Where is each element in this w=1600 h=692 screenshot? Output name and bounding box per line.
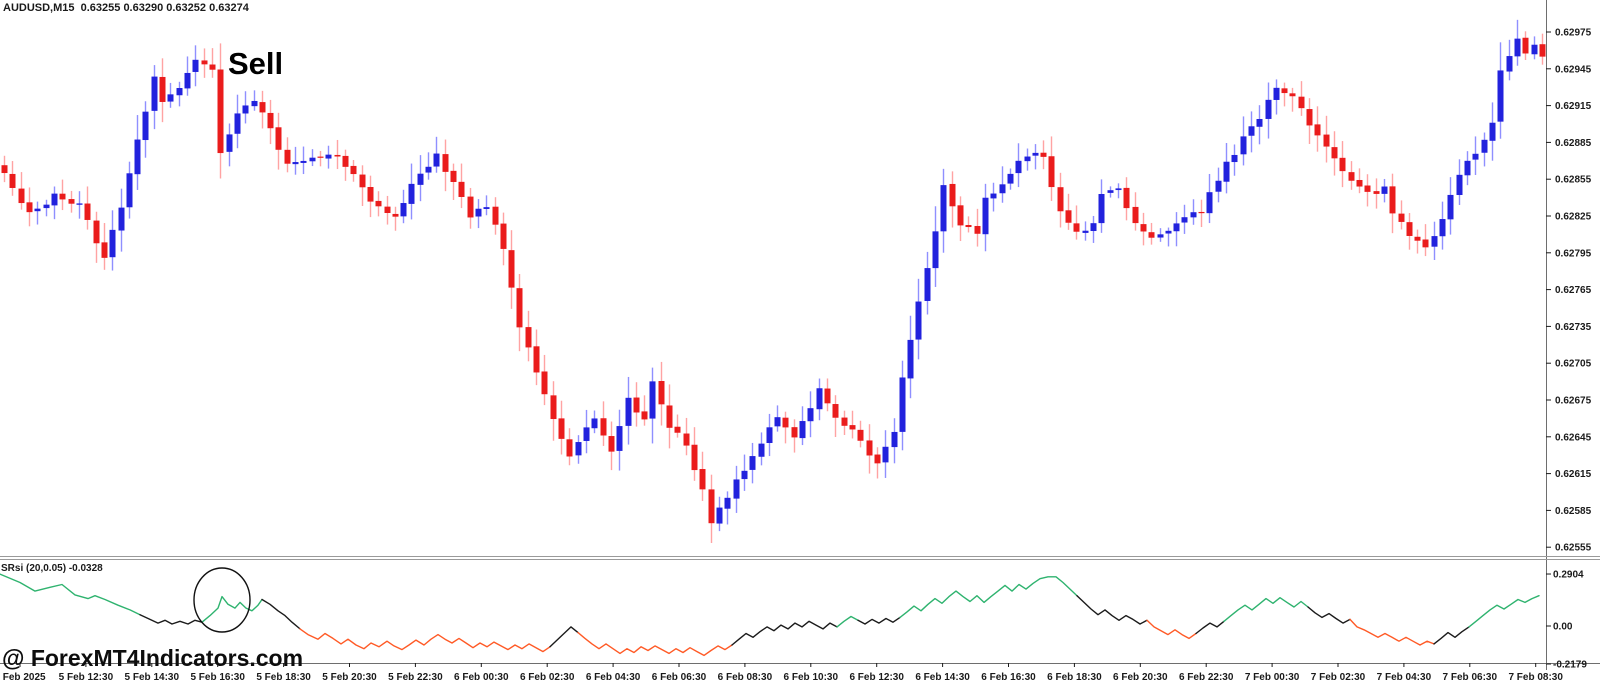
svg-text:6 Feb 00:30: 6 Feb 00:30 xyxy=(454,672,509,683)
svg-text:0.62915: 0.62915 xyxy=(1555,101,1592,112)
svg-text:7 Feb 00:30: 7 Feb 00:30 xyxy=(1245,672,1300,683)
svg-text:0.62675: 0.62675 xyxy=(1555,396,1592,407)
svg-text:0.62585: 0.62585 xyxy=(1555,506,1592,517)
svg-text:0.00: 0.00 xyxy=(1553,622,1573,633)
svg-text:5 Feb 2025: 5 Feb 2025 xyxy=(0,672,46,683)
svg-text:0.62855: 0.62855 xyxy=(1555,175,1592,186)
svg-text:0.62795: 0.62795 xyxy=(1555,248,1592,259)
svg-text:7 Feb 04:30: 7 Feb 04:30 xyxy=(1377,672,1432,683)
candlestick-series xyxy=(1,19,1546,543)
svg-text:0.62735: 0.62735 xyxy=(1555,322,1592,333)
svg-text:0.62555: 0.62555 xyxy=(1555,543,1592,554)
svg-text:6 Feb 18:30: 6 Feb 18:30 xyxy=(1047,672,1102,683)
svg-text:5 Feb 18:30: 5 Feb 18:30 xyxy=(256,672,311,683)
svg-text:0.62705: 0.62705 xyxy=(1555,359,1592,370)
svg-text:5 Feb 12:30: 5 Feb 12:30 xyxy=(59,672,114,683)
svg-text:6 Feb 16:30: 6 Feb 16:30 xyxy=(981,672,1036,683)
svg-text:7 Feb 06:30: 7 Feb 06:30 xyxy=(1443,672,1498,683)
indicator-line-series xyxy=(0,573,1540,657)
svg-text:0.62885: 0.62885 xyxy=(1555,138,1592,149)
svg-text:6 Feb 12:30: 6 Feb 12:30 xyxy=(849,672,904,683)
svg-text:0.62615: 0.62615 xyxy=(1555,469,1592,480)
svg-text:0.62765: 0.62765 xyxy=(1555,285,1592,296)
svg-text:0.62945: 0.62945 xyxy=(1555,64,1592,75)
svg-text:6 Feb 22:30: 6 Feb 22:30 xyxy=(1179,672,1234,683)
svg-text:6 Feb 14:30: 6 Feb 14:30 xyxy=(915,672,970,683)
svg-text:7 Feb 08:30: 7 Feb 08:30 xyxy=(1508,672,1563,683)
chart-title-ohlc: AUDUSD,M15 0.63255 0.63290 0.63252 0.632… xyxy=(3,2,249,14)
svg-text:7 Feb 02:30: 7 Feb 02:30 xyxy=(1311,672,1366,683)
svg-text:5 Feb 16:30: 5 Feb 16:30 xyxy=(190,672,245,683)
svg-text:-0.2179: -0.2179 xyxy=(1553,660,1587,671)
svg-text:6 Feb 20:30: 6 Feb 20:30 xyxy=(1113,672,1168,683)
indicator-label: SRsi (20,0.05) -0.0328 xyxy=(1,563,103,574)
svg-text:6 Feb 06:30: 6 Feb 06:30 xyxy=(652,672,707,683)
svg-text:0.62825: 0.62825 xyxy=(1555,212,1592,223)
svg-text:0.2904: 0.2904 xyxy=(1553,570,1584,581)
svg-text:6 Feb 02:30: 6 Feb 02:30 xyxy=(520,672,575,683)
svg-text:5 Feb 14:30: 5 Feb 14:30 xyxy=(125,672,180,683)
svg-text:0.62645: 0.62645 xyxy=(1555,432,1592,443)
svg-text:0.62975: 0.62975 xyxy=(1555,28,1592,39)
sell-annotation: Sell xyxy=(228,46,284,81)
svg-text:5 Feb 20:30: 5 Feb 20:30 xyxy=(322,672,377,683)
watermark-text: @ ForexMT4Indicators.com xyxy=(2,645,304,671)
svg-text:6 Feb 08:30: 6 Feb 08:30 xyxy=(718,672,773,683)
svg-text:6 Feb 04:30: 6 Feb 04:30 xyxy=(586,672,641,683)
svg-text:6 Feb 10:30: 6 Feb 10:30 xyxy=(784,672,839,683)
circle-annotation xyxy=(193,567,251,633)
svg-text:5 Feb 22:30: 5 Feb 22:30 xyxy=(388,672,443,683)
